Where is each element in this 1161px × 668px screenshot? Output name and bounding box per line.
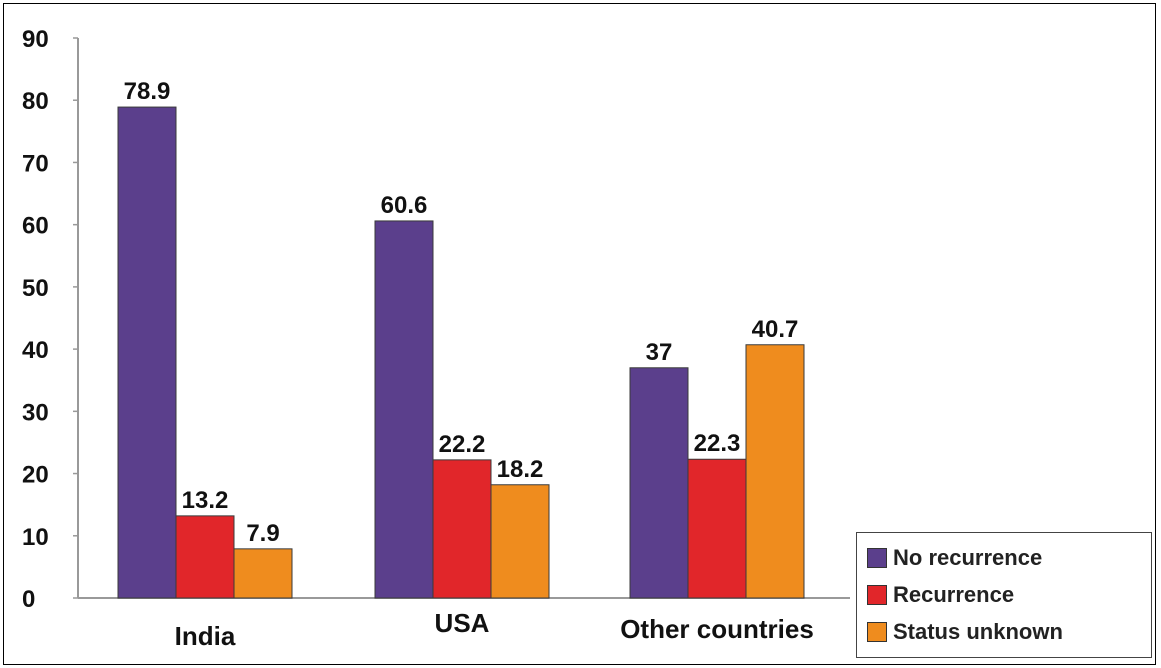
bar <box>490 484 550 599</box>
data-label: 40.7 <box>752 316 799 343</box>
y-tick-label: 60 <box>22 213 49 240</box>
bar <box>629 367 689 599</box>
y-tick-label: 40 <box>22 337 49 364</box>
x-category-label: Other countries <box>620 614 814 644</box>
data-label: 60.6 <box>381 192 428 219</box>
y-tick-label: 90 <box>22 26 49 53</box>
bar <box>745 344 805 599</box>
x-category-label: India <box>175 621 236 651</box>
bar <box>432 459 492 599</box>
legend-label: Recurrence <box>893 581 1015 607</box>
legend-item-recurrence: Recurrence <box>867 576 1141 613</box>
data-label: 13.2 <box>182 487 229 514</box>
bar <box>687 458 747 599</box>
y-tick-label: 0 <box>22 586 35 613</box>
y-tick-label: 20 <box>22 462 49 489</box>
data-label: 78.9 <box>124 78 171 105</box>
bar <box>117 106 177 599</box>
data-label: 7.9 <box>246 520 279 547</box>
data-label: 37 <box>646 339 673 366</box>
bar <box>374 220 434 599</box>
legend-item-no-recurrence: No recurrence <box>867 539 1141 576</box>
y-tick-label: 10 <box>22 524 49 551</box>
y-tick-label: 50 <box>22 275 49 302</box>
legend-label: No recurrence <box>893 544 1043 570</box>
y-tick-label: 30 <box>22 399 49 426</box>
legend-swatch-recurrence <box>867 584 887 605</box>
data-label: 22.2 <box>439 431 486 458</box>
bar <box>233 548 293 599</box>
chart-legend: No recurrence Recurrence Status unknown <box>856 532 1152 658</box>
data-label: 22.3 <box>694 430 741 457</box>
bar <box>175 515 235 599</box>
legend-label: Status unknown <box>893 618 1063 644</box>
legend-item-status-unknown: Status unknown <box>867 613 1141 650</box>
legend-swatch-status-unknown <box>867 621 887 642</box>
data-label: 18.2 <box>497 456 544 483</box>
legend-swatch-no-recurrence <box>867 547 887 568</box>
x-category-label: USA <box>435 608 490 638</box>
y-tick-label: 70 <box>22 150 49 177</box>
y-tick-label: 80 <box>22 88 49 115</box>
